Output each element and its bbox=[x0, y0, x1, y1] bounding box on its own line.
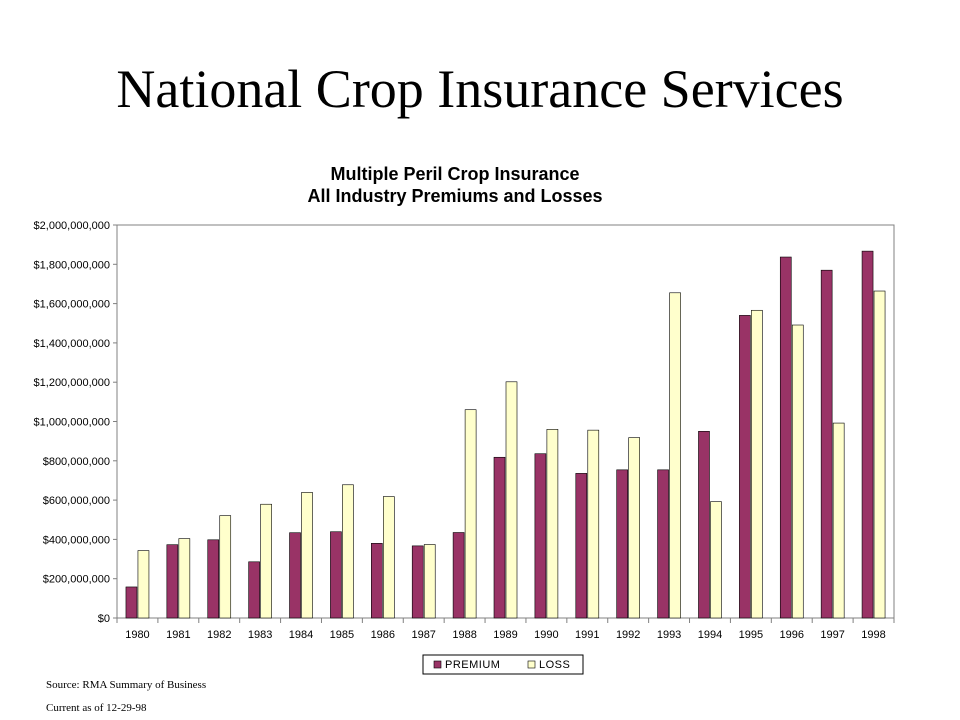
bar-premium-1993 bbox=[657, 469, 669, 619]
x-tick-label: 1992 bbox=[616, 629, 640, 641]
bar-premium-1980 bbox=[125, 586, 138, 619]
bar-loss-1997 bbox=[832, 422, 845, 619]
bar-premium-1992 bbox=[616, 469, 628, 619]
bar-premium-1984 bbox=[289, 532, 301, 619]
x-tick-label: 1984 bbox=[289, 629, 313, 641]
y-tick-label: $1,800,000,000 bbox=[34, 259, 110, 271]
bar-premium-1985 bbox=[330, 531, 342, 619]
legend-swatch-premium bbox=[433, 660, 442, 669]
x-tick-label: 1985 bbox=[330, 629, 354, 641]
bar-loss-1987 bbox=[423, 544, 436, 619]
bar-premium-1981 bbox=[166, 544, 179, 619]
x-tick-label: 1989 bbox=[493, 629, 517, 641]
x-tick-label: 1990 bbox=[534, 629, 558, 641]
x-tick-label: 1995 bbox=[739, 629, 763, 641]
bar-loss-1996 bbox=[791, 324, 804, 619]
x-tick-label: 1988 bbox=[452, 629, 476, 641]
x-tick-label: 1996 bbox=[780, 629, 804, 641]
chart-title: Multiple Peril Crop Insurance All Indust… bbox=[190, 163, 720, 207]
source-note: Source: RMA Summary of Business bbox=[46, 679, 207, 691]
bar-loss-1998 bbox=[873, 290, 886, 619]
bar-loss-1983 bbox=[260, 503, 272, 619]
bar-loss-1990 bbox=[546, 429, 559, 619]
x-tick-label: 1981 bbox=[166, 629, 190, 641]
y-tick-label: $2,000,000,000 bbox=[34, 220, 110, 232]
bar-premium-1995 bbox=[739, 315, 751, 619]
bar-premium-1986 bbox=[371, 543, 383, 619]
bar-premium-1990 bbox=[534, 453, 547, 619]
y-tick-label: $0 bbox=[98, 613, 110, 625]
bar-premium-1991 bbox=[575, 473, 588, 619]
y-tick-label: $1,400,000,000 bbox=[34, 338, 110, 350]
bar-loss-1992 bbox=[628, 437, 640, 619]
bar-premium-1987 bbox=[411, 545, 424, 619]
y-tick-label: $400,000,000 bbox=[43, 534, 110, 546]
bars bbox=[125, 250, 886, 619]
bar-loss-1982 bbox=[219, 515, 232, 619]
bar-loss-1980 bbox=[137, 550, 150, 619]
bar-premium-1983 bbox=[248, 561, 260, 619]
bar-loss-1993 bbox=[669, 292, 681, 619]
x-tick-label: 1998 bbox=[861, 629, 885, 641]
bar-loss-1988 bbox=[464, 409, 477, 619]
x-tick-label: 1986 bbox=[371, 629, 395, 641]
bar-loss-1985 bbox=[342, 484, 354, 619]
bar-premium-1997 bbox=[820, 269, 833, 619]
plot-area-frame bbox=[116, 224, 895, 619]
bar-premium-1994 bbox=[698, 431, 710, 619]
x-tick-label: 1993 bbox=[657, 629, 681, 641]
bar-loss-1991 bbox=[587, 429, 600, 619]
bar-loss-1989 bbox=[505, 381, 518, 619]
x-tick-label: 1994 bbox=[698, 629, 722, 641]
bar-loss-1981 bbox=[178, 538, 191, 619]
legend-label-premium: PREMIUM bbox=[445, 659, 500, 671]
bar-premium-1998 bbox=[861, 250, 874, 619]
chart-title-line-1: Multiple Peril Crop Insurance bbox=[330, 164, 580, 184]
y-tick-label: $200,000,000 bbox=[43, 574, 110, 586]
legend-label-loss: LOSS bbox=[539, 659, 570, 671]
bar-loss-1986 bbox=[383, 496, 395, 619]
bar-loss-1994 bbox=[710, 501, 722, 619]
x-tick-label: 1982 bbox=[207, 629, 231, 641]
x-tick-label: 1987 bbox=[411, 629, 435, 641]
x-tick-label: 1991 bbox=[575, 629, 599, 641]
bar-premium-1988 bbox=[452, 532, 465, 619]
legend-swatch-loss bbox=[527, 660, 536, 669]
legend: PREMIUM LOSS bbox=[422, 654, 584, 675]
x-tick-label: 1980 bbox=[125, 629, 149, 641]
bar-loss-1984 bbox=[301, 492, 313, 619]
chart-title-line-2: All Industry Premiums and Losses bbox=[307, 186, 603, 206]
bar-premium-1996 bbox=[779, 256, 792, 619]
x-tick-label: 1983 bbox=[248, 629, 272, 641]
y-tick-label: $1,200,000,000 bbox=[34, 377, 110, 389]
y-tick-label: $600,000,000 bbox=[43, 495, 110, 507]
bar-premium-1989 bbox=[493, 456, 506, 619]
x-tick-label: 1997 bbox=[820, 629, 844, 641]
bar-premium-1982 bbox=[207, 539, 220, 619]
current-date-note: Current as of 12-29-98 bbox=[46, 702, 147, 714]
bar-loss-1995 bbox=[751, 309, 763, 619]
legend-frame bbox=[422, 654, 584, 675]
slide-title: National Crop Insurance Services bbox=[116, 59, 844, 119]
x-axis: 1980 1981 1982 1983 1984 1985 1986 1987 1988 1989… bbox=[116, 618, 895, 641]
y-tick-label: $1,000,000,000 bbox=[34, 417, 110, 429]
y-tick-label: $800,000,000 bbox=[43, 456, 110, 468]
y-axis: $0 $200,000,000 $400,000,000 $600,000,000 $8… bbox=[34, 220, 117, 625]
y-tick-label: $1,600,000,000 bbox=[34, 299, 110, 311]
